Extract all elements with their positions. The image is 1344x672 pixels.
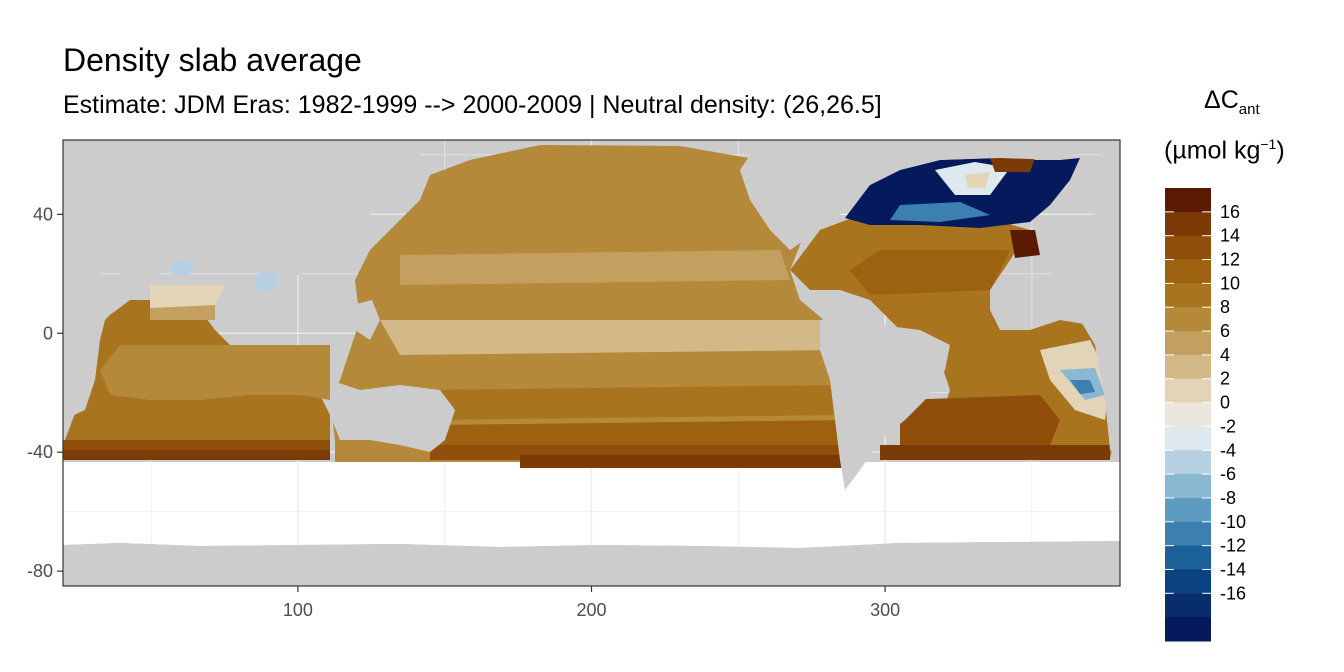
ocean-value-region — [150, 285, 225, 308]
land-eurasia — [63, 140, 420, 285]
x-tick-label: 200 — [576, 600, 606, 620]
y-tick-label: 0 — [43, 323, 53, 343]
land-africa-east — [63, 240, 110, 420]
legend-label: 8 — [1220, 297, 1230, 317]
ocean-value-region — [890, 202, 990, 222]
ocean-value-region — [1010, 230, 1040, 258]
land-philippines — [352, 300, 380, 340]
ocean-value-region — [255, 270, 280, 292]
legend-swatch — [1165, 426, 1211, 451]
chart-title: Density slab average — [63, 42, 362, 78]
land-south-america — [820, 315, 950, 490]
legend-swatch — [1165, 283, 1211, 308]
ocean-value-region — [440, 420, 850, 445]
ocean-value-region — [420, 385, 845, 420]
legend-swatch — [1165, 402, 1211, 427]
ocean-value-region — [380, 320, 835, 355]
legend-swatch — [1165, 617, 1211, 642]
legend-swatch — [1165, 545, 1211, 570]
land-antarctica — [63, 541, 1120, 586]
legend-label: -2 — [1220, 416, 1236, 436]
legend-title-line2: (µmol kg−1) — [1164, 136, 1285, 165]
ocean-value-region — [850, 250, 1010, 295]
ocean-value-region — [170, 260, 195, 275]
ocean-value-region — [1070, 380, 1095, 394]
ocean-value-region — [400, 250, 790, 285]
legend-title-main: ΔC — [1204, 86, 1239, 114]
legend-swatch — [1165, 378, 1211, 404]
x-tick-label: 300 — [870, 600, 900, 620]
legend-label: -4 — [1220, 440, 1236, 460]
legend-label: 0 — [1220, 393, 1230, 413]
ocean-value-region — [330, 145, 850, 462]
ocean-value-region — [900, 395, 1060, 445]
legend-swatch — [1165, 235, 1211, 261]
ocean-value-region — [100, 345, 330, 400]
ocean-value-region — [520, 455, 850, 468]
y-tick-label: 40 — [33, 204, 53, 224]
ocean-value-region — [965, 172, 990, 188]
chart-subtitle: Estimate: JDM Eras: 1982-1999 --> 2000-2… — [63, 91, 882, 119]
plot-area — [63, 140, 1120, 586]
y-tick-label: -80 — [27, 561, 53, 581]
legend-label: -16 — [1220, 583, 1246, 603]
legend-swatch — [1165, 521, 1211, 547]
legend-unit-prefix: (µmol kg — [1164, 136, 1261, 165]
legend-label: -8 — [1220, 488, 1236, 508]
legend-swatch — [1165, 569, 1211, 594]
legend-unit-sup: −1 — [1260, 136, 1277, 152]
land-africa-west — [1050, 210, 1120, 460]
ocean-value-region — [990, 158, 1035, 172]
legend-unit-suffix: ) — [1276, 136, 1285, 165]
legend-swatch — [1165, 474, 1211, 499]
legend-label: 16 — [1220, 202, 1240, 222]
legend-swatch — [1165, 497, 1211, 523]
legend-label: 12 — [1220, 250, 1240, 270]
legend-swatch — [1165, 331, 1211, 356]
legend-swatch — [1165, 307, 1211, 332]
legend-label: -6 — [1220, 464, 1236, 484]
land-north-america — [740, 140, 1120, 250]
legend-title-sub: ant — [1238, 101, 1260, 118]
legend-label: 4 — [1220, 345, 1230, 365]
legend-swatch — [1165, 259, 1211, 284]
legend-title-line1: ΔCant — [1204, 86, 1260, 118]
legend-swatch — [1165, 188, 1211, 213]
legend-label: 2 — [1220, 369, 1230, 389]
legend-label: 14 — [1220, 226, 1240, 246]
legend-label: -12 — [1220, 536, 1246, 556]
land-australia — [330, 380, 455, 452]
color-legend: 16 14 12 10 8 6 4 2 0 -2 -4 -6 -8 -10 -12 -14 -16 — [1165, 188, 1246, 642]
y-tick-label: -40 — [27, 442, 53, 462]
legend-swatch — [1165, 450, 1211, 475]
legend-label: -10 — [1220, 512, 1246, 532]
x-tick-label: 100 — [283, 600, 313, 620]
legend-swatch — [1165, 354, 1211, 380]
legend-swatch — [1165, 593, 1211, 618]
legend-label: 10 — [1220, 273, 1240, 293]
legend-label: 6 — [1220, 321, 1230, 341]
ocean-value-region — [880, 445, 1110, 460]
legend-swatch — [1165, 211, 1211, 237]
ocean-value-region — [63, 450, 330, 460]
legend-label: -14 — [1220, 559, 1246, 579]
